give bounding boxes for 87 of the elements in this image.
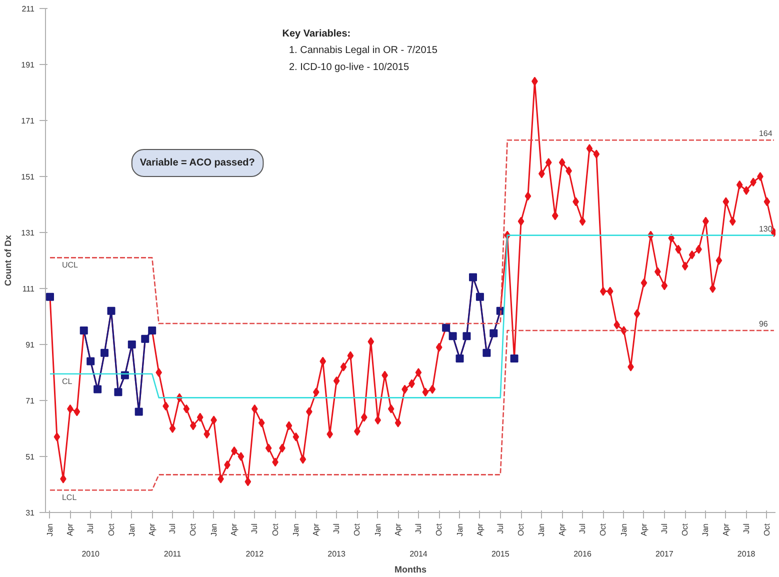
x2-tick-label: 2015 <box>491 550 510 558</box>
annotation: 164 <box>758 129 773 138</box>
point <box>141 334 150 343</box>
x-tick-label: Apr <box>148 523 157 536</box>
x-tick-label: Jul <box>86 523 96 534</box>
x-tick-label: Oct <box>352 522 362 536</box>
x-tick-label: Jan <box>537 523 546 536</box>
annotation: Variable = ACO passed? <box>140 158 255 168</box>
x-tick-label: Oct <box>598 522 608 536</box>
point <box>100 348 109 357</box>
point <box>476 292 484 301</box>
x-tick-label: Apr <box>394 523 403 536</box>
x-tick-label: Oct <box>188 522 198 536</box>
annotation: 2. ICD-10 go-live - 10/2015 <box>288 62 410 73</box>
series-label: LCL <box>62 493 78 502</box>
point <box>448 332 457 340</box>
x2-tick-label: 2017 <box>656 550 674 558</box>
point <box>482 348 491 357</box>
x-tick-label: Jan <box>373 523 382 536</box>
annotation: Key Variables: <box>282 28 351 40</box>
x-tick-label: Oct <box>680 522 690 536</box>
x2-tick-label: 2013 <box>328 550 346 558</box>
x-tick-label: Oct <box>434 522 444 536</box>
y-tick-label: 31 <box>26 508 36 518</box>
point <box>462 332 471 340</box>
x-tick-label: Jan <box>291 523 300 536</box>
annotation: 1. Cannabis Legal in OR - 7/2015 <box>288 45 438 56</box>
point <box>442 324 450 332</box>
y-tick-label: 191 <box>21 60 36 70</box>
point <box>134 408 143 416</box>
y-tick-label: 71 <box>26 396 36 406</box>
x-tick-label: Jan <box>701 523 710 536</box>
y-tick-label: 111 <box>22 284 36 294</box>
x2-tick-label: 2018 <box>737 550 756 558</box>
point <box>80 326 88 334</box>
series-label: CL <box>62 376 73 386</box>
x-tick-label: Apr <box>639 523 648 536</box>
y-tick-label: 51 <box>26 452 36 462</box>
y-tick-label: 171 <box>21 116 36 126</box>
x-tick-label: Jul <box>660 523 669 534</box>
x-tick-label: Apr <box>312 523 321 536</box>
x2-tick-label: 2011 <box>164 550 182 558</box>
x-tick-label: Jul <box>168 523 178 534</box>
point <box>469 273 477 282</box>
y-tick-label: 151 <box>21 172 36 182</box>
series-label: UCL <box>62 260 79 270</box>
x-tick-label: Oct <box>762 522 772 536</box>
x-tick-label: Apr <box>475 523 484 536</box>
x-tick-label: Jul <box>496 523 505 534</box>
x-tick-label: Apr <box>66 523 75 536</box>
point <box>46 292 54 301</box>
x-axis-title: Months <box>394 564 427 574</box>
point <box>456 354 464 362</box>
point <box>114 388 122 396</box>
y-axis-title: Count of Dx <box>3 234 14 286</box>
point <box>510 354 518 362</box>
x-tick-label: Oct <box>106 522 116 536</box>
x-tick-label: Jul <box>742 523 751 534</box>
x-tick-label: Apr <box>721 523 730 536</box>
annotation: 96 <box>758 320 768 328</box>
x-tick-label: Jul <box>578 523 588 534</box>
x2-tick-label: 2016 <box>574 550 592 558</box>
point <box>490 329 498 338</box>
y-tick-label: 211 <box>22 4 36 14</box>
x-tick-label: Jul <box>332 523 342 534</box>
y-tick-label: 131 <box>21 228 36 238</box>
x2-tick-label: 2014 <box>410 550 428 558</box>
x-tick-label: Jan <box>455 523 464 536</box>
point <box>128 340 136 348</box>
x-tick-label: Oct <box>516 522 526 536</box>
x-tick-label: Jul <box>414 523 423 534</box>
x2-tick-label: 2010 <box>82 550 100 558</box>
x-tick-label: Jan <box>619 523 628 536</box>
point <box>86 357 95 366</box>
x-tick-label: Jan <box>127 523 136 536</box>
x-tick-label: Jan <box>209 523 218 536</box>
point <box>107 306 116 315</box>
point <box>148 326 156 334</box>
y-tick-label: 91 <box>26 340 36 350</box>
x-tick-label: Jan <box>45 523 54 536</box>
x-tick-label: Jul <box>250 523 260 534</box>
x-tick-label: Oct <box>270 522 280 536</box>
x-tick-label: Apr <box>230 523 239 536</box>
x2-tick-label: 2012 <box>246 550 264 558</box>
annotation: 130 <box>758 224 773 234</box>
point <box>94 385 102 394</box>
x-tick-label: Apr <box>558 523 567 536</box>
